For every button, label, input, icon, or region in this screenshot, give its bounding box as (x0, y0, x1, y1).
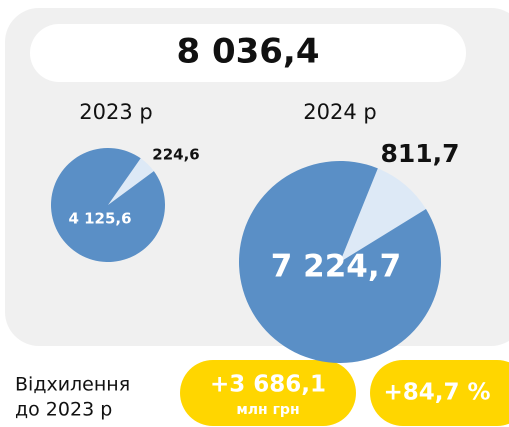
value-label: 811,7 (380, 139, 459, 168)
value-label: 224,6 (152, 146, 199, 164)
pie-slice (50, 147, 165, 262)
absolute-pill (180, 360, 356, 426)
deviation-label: Відхилення (15, 374, 130, 396)
value-label: 4 125,6 (68, 210, 131, 228)
unit: млн грн (236, 402, 299, 418)
percent-change: +84,7 % (383, 380, 490, 406)
pie-title: 2023 р (79, 100, 152, 124)
deviation-label: до 2023 р (15, 399, 112, 421)
total: 8 036,4 (176, 32, 319, 72)
pie-slice (340, 168, 426, 262)
pie-slice (239, 161, 441, 363)
percent-pill (370, 360, 509, 426)
pie-title: 2024 р (303, 100, 376, 124)
total-pill (30, 24, 466, 82)
absolute-change: +3 686,1 (210, 372, 326, 398)
pie-slice (108, 158, 154, 205)
value-label: 7 224,7 (271, 249, 401, 285)
